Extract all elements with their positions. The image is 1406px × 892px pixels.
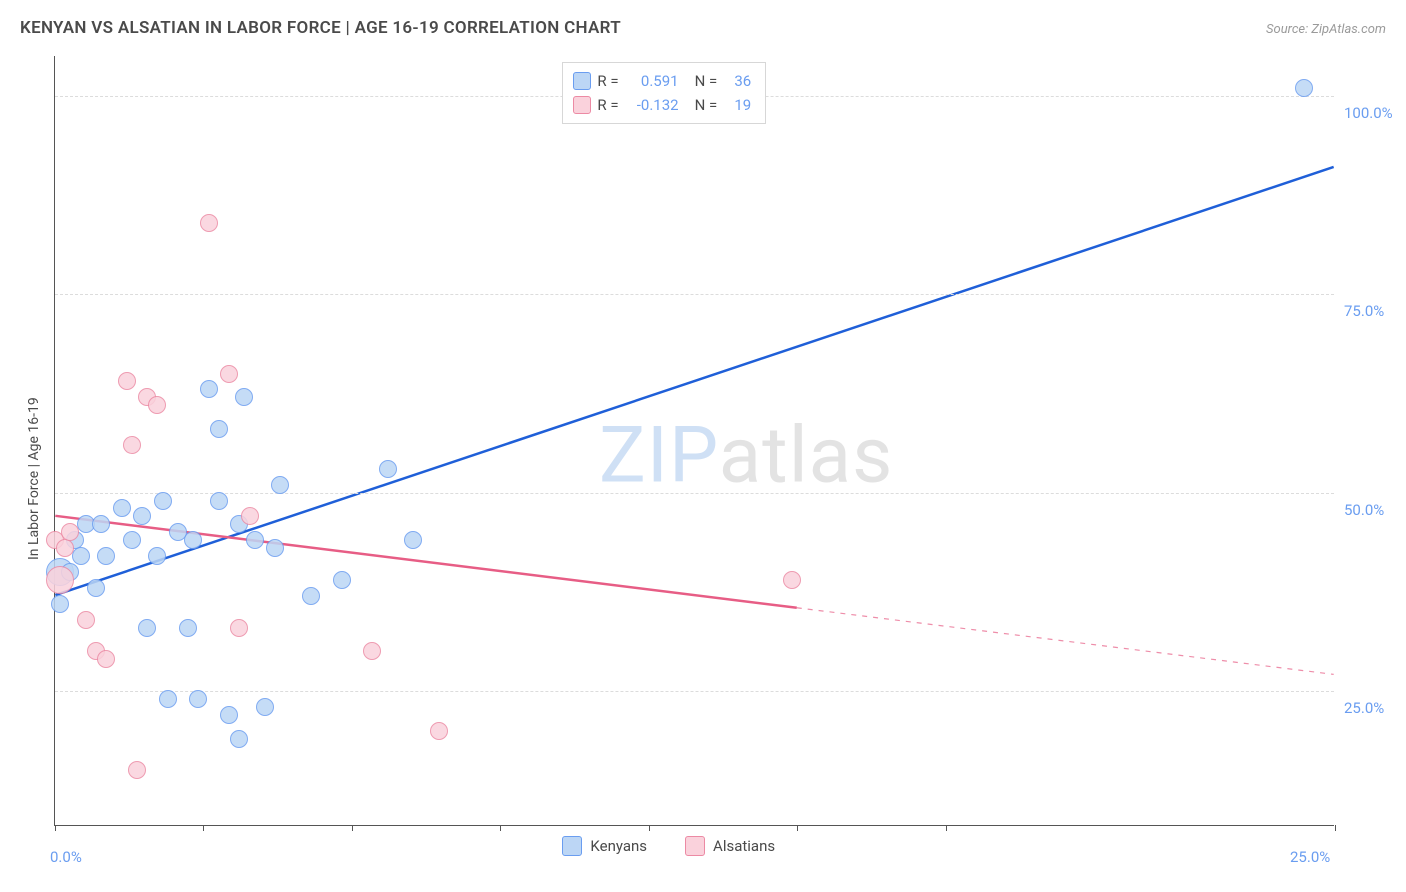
source-label: Source: ZipAtlas.com [1266,22,1386,37]
stat-label-R: R = [597,69,618,93]
data-point-alsatians [200,214,218,232]
data-point-alsatians [97,650,115,668]
stat-label-N: N = [695,69,718,93]
data-point-kenyans [92,515,110,533]
stat-R-kenyans: 0.591 [625,69,679,93]
stat-label-N: N = [695,93,718,117]
swatch-kenyans [562,836,582,856]
y-tick-label: 25.0% [1344,699,1384,717]
stats-row-alsatians: R = -0.132 N = 19 [573,93,751,117]
x-tick [352,825,353,831]
data-point-alsatians [148,396,166,414]
data-point-kenyans [133,507,151,525]
data-point-kenyans [230,730,248,748]
data-point-kenyans [210,492,228,510]
trend-line-alsatians [55,516,796,608]
data-point-alsatians [230,619,248,637]
data-point-kenyans [302,587,320,605]
swatch-kenyans [573,72,591,90]
data-point-kenyans [87,579,105,597]
x-tick-label: 0.0% [50,848,82,866]
data-point-kenyans [184,531,202,549]
trend-line-dash-alsatians [797,608,1334,675]
data-point-alsatians [128,761,146,779]
stat-label-R: R = [597,93,618,117]
data-point-kenyans [210,420,228,438]
data-point-alsatians [783,571,801,589]
data-point-alsatians [241,507,259,525]
swatch-alsatians [573,96,591,114]
data-point-kenyans [72,547,90,565]
data-point-kenyans [220,706,238,724]
data-point-alsatians [46,566,74,594]
gridline [55,294,1334,295]
data-point-kenyans [97,547,115,565]
data-point-kenyans [246,531,264,549]
stats-legend: R = 0.591 N = 36 R = -0.132 N = 19 [562,62,766,124]
data-point-kenyans [148,547,166,565]
x-tick [649,825,650,831]
data-point-kenyans [271,476,289,494]
stat-N-alsatians: 19 [723,93,751,117]
data-point-kenyans [154,492,172,510]
y-tick-label: 75.0% [1344,302,1384,320]
chart-container: KENYAN VS ALSATIAN IN LABOR FORCE | AGE … [0,0,1406,892]
data-point-kenyans [138,619,156,637]
data-point-kenyans [159,690,177,708]
legend-label-kenyans: Kenyans [590,837,647,855]
data-point-kenyans [123,531,141,549]
legend-label-alsatians: Alsatians [713,837,775,855]
data-point-kenyans [404,531,422,549]
x-tick [203,825,204,831]
data-point-kenyans [1295,79,1313,97]
chart-title: KENYAN VS ALSATIAN IN LABOR FORCE | AGE … [20,18,621,38]
data-point-kenyans [113,499,131,517]
stats-row-kenyans: R = 0.591 N = 36 [573,69,751,93]
stat-R-alsatians: -0.132 [625,93,679,117]
data-point-alsatians [363,642,381,660]
data-point-alsatians [123,436,141,454]
data-point-kenyans [179,619,197,637]
plot-area: ZIPatlas [54,56,1334,826]
gridline [55,493,1334,494]
x-tick [797,825,798,831]
y-tick-label: 100.0% [1344,104,1393,122]
x-tick [946,825,947,831]
data-point-alsatians [118,372,136,390]
data-point-kenyans [266,539,284,557]
data-point-kenyans [235,388,253,406]
data-point-alsatians [77,611,95,629]
series-legend: Kenyans Alsatians [562,836,775,856]
data-point-alsatians [61,523,79,541]
data-point-kenyans [333,571,351,589]
data-point-kenyans [200,380,218,398]
stat-N-kenyans: 36 [723,69,751,93]
data-point-alsatians [56,539,74,557]
data-point-kenyans [256,698,274,716]
gridline [55,691,1334,692]
trend-lines [55,56,1334,825]
y-tick-label: 50.0% [1344,501,1384,519]
x-tick [1335,825,1336,831]
data-point-kenyans [189,690,207,708]
x-tick [500,825,501,831]
x-tick-label: 25.0% [1290,848,1330,866]
trend-line-kenyans [55,167,1333,595]
data-point-alsatians [430,722,448,740]
data-point-kenyans [379,460,397,478]
y-axis-label: In Labor Force | Age 16-19 [26,397,42,560]
x-tick [55,825,56,831]
swatch-alsatians [685,836,705,856]
data-point-kenyans [51,595,69,613]
data-point-alsatians [220,365,238,383]
